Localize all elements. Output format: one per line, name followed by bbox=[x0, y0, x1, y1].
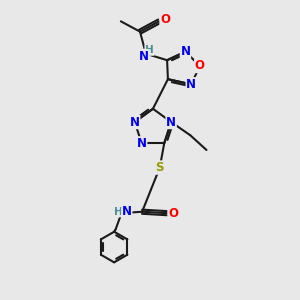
Text: N: N bbox=[181, 45, 190, 58]
Text: N: N bbox=[130, 116, 140, 128]
Text: N: N bbox=[139, 50, 148, 63]
Text: N: N bbox=[137, 137, 147, 150]
Text: H: H bbox=[145, 45, 154, 55]
Text: N: N bbox=[186, 78, 196, 91]
Text: O: O bbox=[168, 207, 178, 220]
Text: O: O bbox=[195, 59, 205, 73]
Text: N: N bbox=[166, 116, 176, 128]
Text: S: S bbox=[155, 161, 164, 174]
Text: N: N bbox=[122, 205, 132, 218]
Text: O: O bbox=[160, 14, 170, 26]
Text: H: H bbox=[114, 207, 123, 217]
